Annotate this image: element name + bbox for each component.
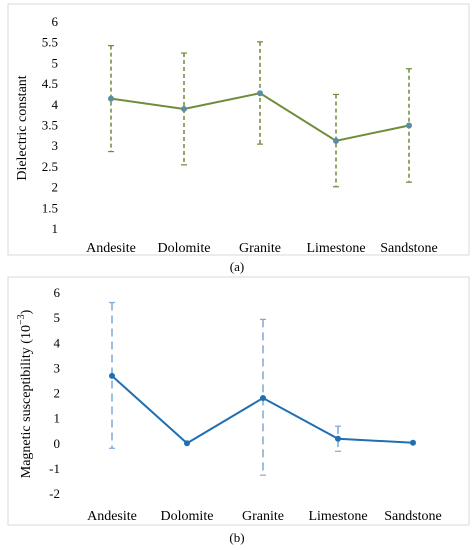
chart-b-category-label: Granite	[242, 509, 284, 524]
chart-a-category-label: Dolomite	[158, 241, 211, 256]
chart-b-ytick-label: 5	[54, 310, 61, 325]
chart-a-panel-label: (a)	[230, 259, 244, 274]
chart-a-frame	[7, 3, 470, 256]
chart-a-error-bar	[181, 52, 187, 166]
chart-a-data-point	[108, 95, 114, 102]
chart-b-data-point	[335, 435, 341, 442]
chart-a-data-point	[406, 122, 412, 129]
chart-b-ylabel-sup: −3	[16, 314, 27, 325]
chart-b-frame	[7, 276, 470, 526]
chart-b-data-point	[184, 440, 190, 447]
chart-b-category-label: Andesite	[87, 509, 137, 524]
chart-a-category-label: Sandstone	[380, 241, 438, 256]
chart-b-ytick-label: -1	[49, 461, 60, 476]
chart-a-data-point	[257, 90, 263, 97]
chart-a-ytick-label: 2.5	[42, 159, 58, 174]
chart-b-category-label: Limestone	[308, 509, 367, 524]
chart-a-ytick-label: 5	[52, 55, 59, 70]
chart-b-data-point	[260, 395, 266, 402]
chart-panel-b: Magnetic susceptibility (10−3) -2 -1 0 1 2 3 4…	[7, 276, 470, 545]
chart-a-error-bar	[333, 93, 339, 188]
chart-a-ytick-label: 4.5	[42, 76, 58, 91]
chart-a-category-label: Limestone	[306, 241, 365, 256]
chart-b-ytick-label: 4	[54, 335, 61, 350]
chart-b-error-bar	[260, 318, 266, 476]
chart-b-panel-label: (b)	[229, 530, 244, 545]
chart-a-data-point	[333, 137, 339, 144]
chart-a-ytick-label: 3	[52, 138, 59, 153]
chart-b-data-point	[109, 372, 115, 379]
chart-a-ytick-label: 1.5	[42, 200, 58, 215]
chart-b-ytick-label: 2	[54, 386, 61, 401]
chart-a-ytick-label: 4	[52, 97, 59, 112]
chart-b-category-label: Sandstone	[384, 509, 442, 524]
chart-a-ytick-label: 6	[52, 14, 59, 29]
chart-b-ytick-label: 1	[54, 411, 61, 426]
chart-b-category-label: Dolomite	[161, 509, 214, 524]
chart-b-data-point	[410, 439, 416, 446]
chart-a-data-point	[181, 105, 187, 112]
chart-a-ylabel: Dielectric constant	[15, 75, 30, 180]
chart-b-ylabel-main: Magnetic susceptibility (10	[19, 325, 34, 478]
chart-b-ytick-label: -2	[49, 486, 60, 501]
chart-a-ytick-label: 2	[52, 180, 59, 195]
chart-a-category-label: Granite	[239, 241, 281, 256]
chart-b-ytick-label: 6	[54, 285, 61, 300]
chart-panel-a: Dielectric constant 1 1.5 2 2.5 3 3.5 4 4.5 5 5.5…	[7, 3, 470, 274]
chart-a-ytick-label: 5.5	[42, 35, 58, 50]
chart-b-ytick-label: 0	[54, 436, 61, 451]
chart-b-ylabel-end: )	[19, 309, 34, 314]
chart-a-category-label: Andesite	[86, 241, 136, 256]
chart-a-ytick-label: 3.5	[42, 118, 58, 133]
chart-b-ylabel: Magnetic susceptibility (10−3)	[16, 309, 34, 478]
chart-b-error-bar	[335, 425, 341, 452]
chart-b-ytick-label: 3	[54, 360, 61, 375]
chart-a-ytick-label: 1	[52, 221, 59, 236]
